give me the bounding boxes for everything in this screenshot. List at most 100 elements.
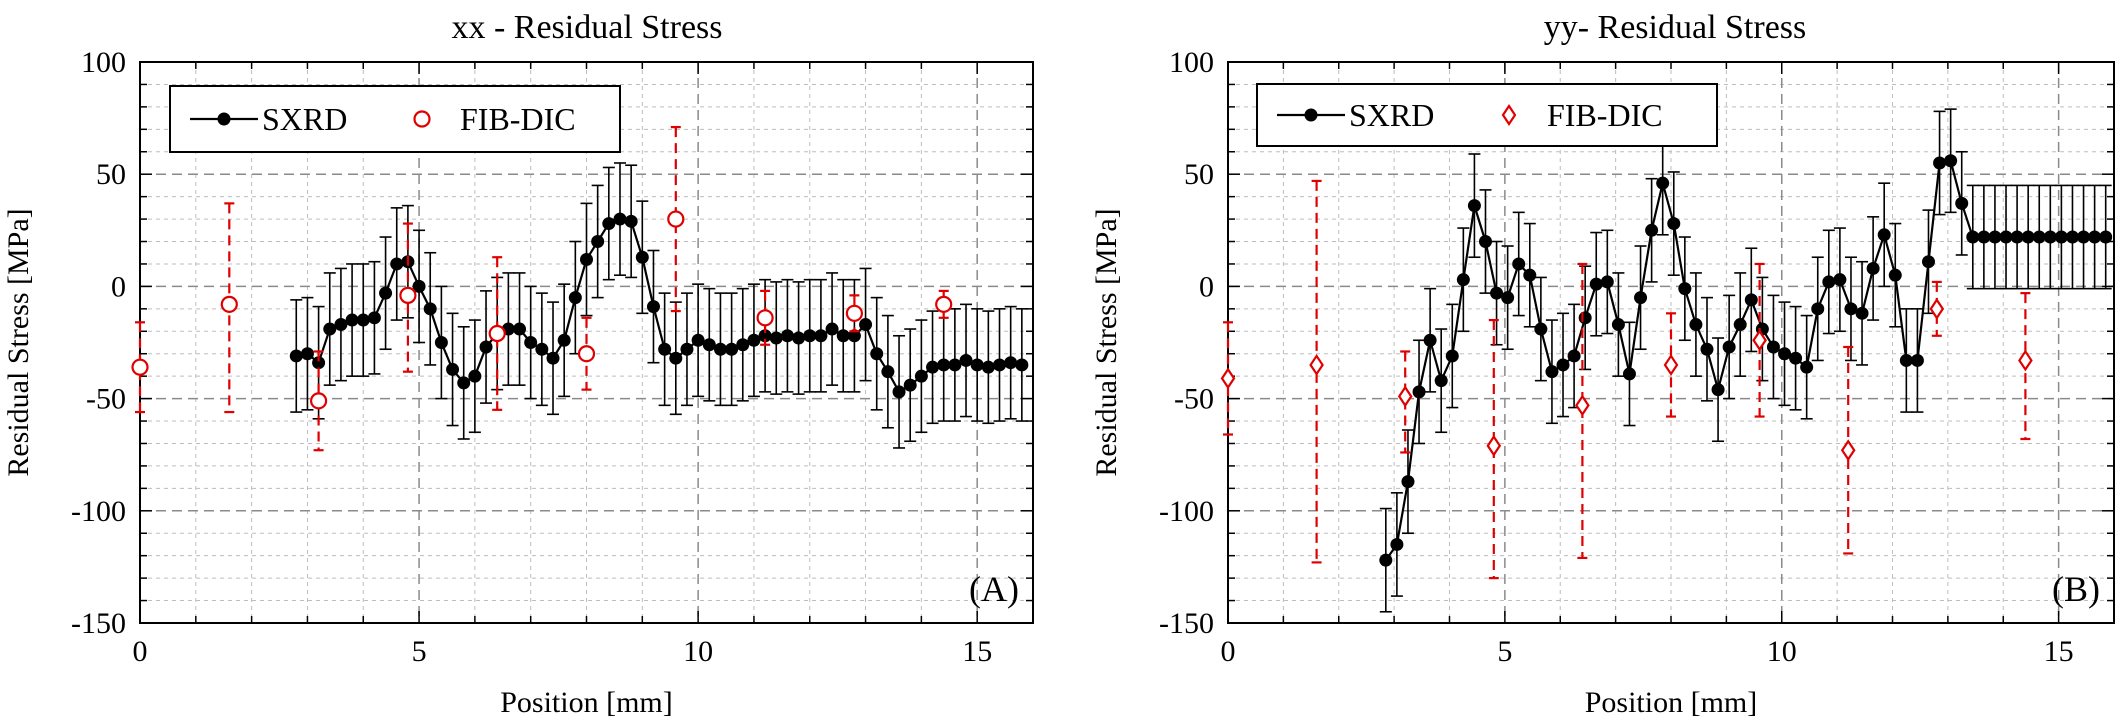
x-axis-label: Position [mm]	[1585, 686, 1758, 719]
sxrd-point	[635, 250, 649, 264]
x-axis-label: Position [mm]	[500, 686, 673, 719]
sxrd-point	[1833, 273, 1847, 287]
fib-dic-point	[131, 358, 149, 376]
fib-dic-point	[1929, 297, 1945, 320]
sxrd-point	[948, 358, 962, 372]
sxrd-point	[300, 347, 314, 361]
fib-dic-point	[1752, 329, 1767, 352]
sxrd-point	[1545, 365, 1559, 379]
sxrd-point	[1689, 318, 1703, 332]
sxrd-point	[769, 331, 783, 345]
sxrd-point	[602, 217, 616, 231]
sxrd-point	[725, 342, 739, 356]
legend-fib-dic-label: FIB-DIC	[460, 101, 576, 137]
sxrd-point	[434, 336, 448, 349]
fib-dic-point	[399, 286, 417, 304]
chart-title: yy- Residual Stress	[1544, 9, 1807, 46]
sxrd-point	[312, 356, 326, 370]
sxrd-point	[568, 291, 582, 305]
fib-dic-point	[1840, 439, 1856, 462]
y-tick-label: 0	[111, 270, 126, 303]
sxrd-point	[356, 313, 370, 327]
sxrd-point	[747, 333, 761, 347]
y-tick-label: -150	[71, 607, 126, 640]
sxrd-point	[1634, 291, 1648, 305]
sxrd-point	[412, 279, 426, 293]
sxrd-point	[1645, 223, 1659, 237]
sxrd-point	[892, 385, 906, 399]
y-tick-label: -50	[86, 383, 126, 416]
sxrd-point	[1390, 537, 1404, 551]
sxrd-point	[680, 342, 694, 356]
legend: SXRD FIB-DIC	[169, 85, 621, 153]
sxrd-point	[1933, 156, 1947, 170]
sxrd-point	[2032, 230, 2046, 244]
sxrd-point	[1822, 275, 1836, 289]
sxrd-point	[758, 329, 772, 343]
sxrd-point	[580, 252, 593, 266]
sxrd-point	[1722, 340, 1736, 354]
sxrd-point	[1600, 275, 1614, 289]
sxrd-point	[970, 358, 984, 372]
fib-dic-point	[310, 392, 328, 410]
sxrd-point	[825, 322, 839, 336]
sxrd-point	[334, 318, 348, 332]
sxrd-point	[379, 286, 393, 300]
sxrd-point	[658, 342, 672, 356]
sxrd-point	[993, 358, 1007, 372]
sxrd-point	[390, 257, 404, 271]
sxrd-point	[1490, 286, 1504, 300]
sxrd-point	[1501, 291, 1515, 305]
sxrd-point	[1866, 261, 1880, 275]
sxrd-point	[814, 329, 828, 343]
legend: SXRD FIB-DIC	[1256, 83, 1718, 147]
fib-dic-point	[1663, 353, 1679, 376]
sxrd-point	[2099, 230, 2113, 244]
sxrd-point	[2043, 230, 2057, 244]
sxrd-point	[691, 333, 705, 347]
sxrd-point	[1888, 268, 1902, 282]
sxrd-point	[1955, 196, 1969, 210]
x-tick-label: 15	[2044, 635, 2074, 668]
y-axis-label: Residual Stress [MPa]	[2, 208, 35, 476]
sxrd-point	[2054, 230, 2068, 244]
sxrd-point	[1667, 217, 1681, 231]
y-tick-label: 50	[96, 158, 126, 191]
sxrd-point	[1556, 358, 1570, 372]
chart-title: xx - Residual Stress	[451, 9, 722, 46]
sxrd-point	[1423, 333, 1437, 347]
sxrd-point	[836, 329, 850, 343]
legend-sxrd-marker	[1304, 108, 1318, 122]
sxrd-point	[1379, 553, 1393, 567]
sxrd-point	[780, 329, 794, 343]
sxrd-point	[535, 342, 549, 356]
y-tick-label: 100	[81, 46, 126, 79]
sxrd-point	[323, 322, 337, 336]
sxrd-point	[937, 358, 951, 372]
sxrd-point	[1015, 358, 1029, 372]
sxrd-point	[881, 365, 895, 379]
sxrd-point	[624, 214, 638, 228]
sxrd-point	[2010, 230, 2024, 244]
sxrd-point	[345, 313, 359, 327]
sxrd-point	[803, 329, 817, 343]
legend-fib-dic-label: FIB-DIC	[1547, 97, 1663, 133]
sxrd-point	[2065, 230, 2079, 244]
sxrd-point	[1456, 273, 1470, 287]
sxrd-point	[1789, 351, 1803, 365]
series-sxrd	[289, 162, 1029, 449]
sxrd-point	[457, 376, 471, 390]
sxrd-point	[669, 351, 683, 365]
sxrd-point	[847, 329, 861, 343]
x-tick-label: 0	[133, 635, 148, 668]
sxrd-point	[2021, 230, 2035, 244]
x-tick-label: 5	[412, 635, 427, 668]
legend-sxrd-label: SXRD	[262, 101, 347, 137]
sxrd-point	[1977, 230, 1991, 244]
sxrd-point	[468, 369, 482, 383]
sxrd-point	[981, 360, 995, 374]
panel-tag: (B)	[2052, 569, 2100, 609]
sxrd-point	[1877, 228, 1891, 242]
sxrd-point	[524, 336, 538, 349]
y-tick-label: -100	[1159, 495, 1214, 528]
